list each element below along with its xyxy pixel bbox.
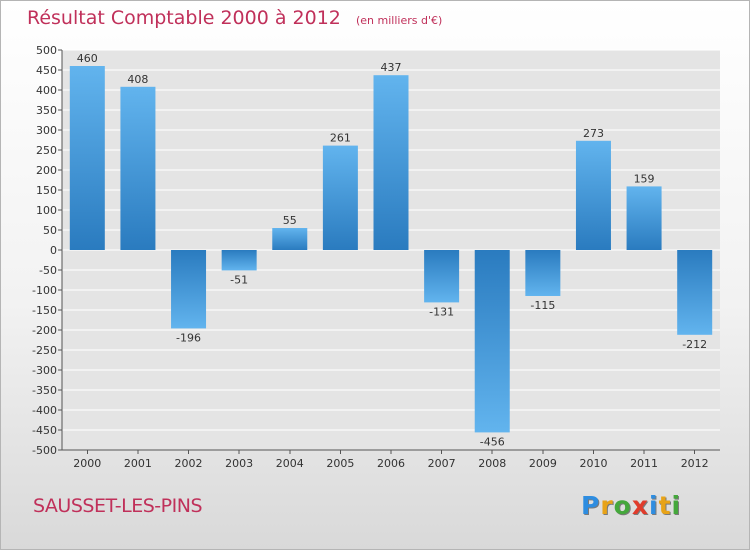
bar-2005 [322,145,358,250]
chart-subtitle: (en milliers d'€) [355,14,443,27]
data-label: 460 [77,52,98,65]
x-tick-label: 2006 [377,457,405,470]
y-tick-label: 450 [36,64,57,77]
x-tick-label: 2002 [175,457,203,470]
y-tick-label: 250 [36,144,57,157]
y-tick-label: -450 [32,424,57,437]
y-tick-label: 0 [50,244,57,257]
y-tick-label: 150 [36,184,57,197]
bar-2011 [626,186,662,250]
bar-2001 [120,86,156,250]
bar-2009 [525,250,561,296]
y-tick-label: 50 [43,224,57,237]
data-label: 408 [127,73,148,86]
x-tick-label: 2012 [681,457,709,470]
data-label: 159 [634,172,655,185]
x-tick-label: 2007 [428,457,456,470]
logo-letter: o [613,491,632,520]
y-tick-label: -350 [32,384,57,397]
data-label: -131 [429,305,454,318]
bar-2003 [221,250,257,271]
y-tick-label: 500 [36,44,57,57]
x-tick-label: 2004 [276,457,304,470]
data-labels: 460 408 -196 -51 55 261 437 -131 -456 -115 273 159 -… [77,52,707,448]
y-tick-label: 300 [36,124,57,137]
data-label: -196 [176,331,201,344]
data-label: 437 [381,61,402,74]
bar-2012 [677,250,713,335]
data-label: 55 [283,214,297,227]
commune-name: SAUSSET-LES-PINS [33,495,203,517]
y-tick-label: 350 [36,104,57,117]
data-label: -456 [480,435,505,448]
data-label: -212 [682,338,707,351]
y-tick-label: -500 [32,444,57,457]
x-tick-label: 2008 [478,457,506,470]
y-tick-label: -100 [32,284,57,297]
bar-2008 [474,250,510,433]
chart-title: Résultat Comptable 2000 à 2012 [27,7,341,29]
data-label: 261 [330,132,351,145]
bar-2002 [171,250,207,329]
bar-2006 [373,75,409,250]
y-axis-ticks: -500-450-400-350-300-250-200-150-100-500… [32,44,63,457]
proxiti-logo: Proxiti [581,491,681,520]
title-row: Résultat Comptable 2000 à 2012 (en milli… [27,7,442,29]
data-label: 273 [583,127,604,140]
logo-letter: P [581,491,601,520]
data-label: -115 [530,299,555,312]
bar-2007 [424,250,460,303]
y-tick-label: 400 [36,84,57,97]
y-tick-label: -50 [39,264,57,277]
x-tick-label: 2003 [225,457,253,470]
y-tick-label: -400 [32,404,57,417]
data-label: -51 [230,273,248,286]
y-tick-label: -300 [32,364,57,377]
y-tick-label: -250 [32,344,57,357]
x-tick-label: 2001 [124,457,152,470]
x-tick-label: 2005 [326,457,354,470]
bar-2000 [69,66,105,250]
x-axis-ticks: 2000 2001 2002 2003 2004 2005 2006 2007 2008 2009… [62,449,720,470]
x-tick-label: 2000 [73,457,101,470]
y-tick-label: 200 [36,164,57,177]
bar-2010 [575,140,611,250]
bars [69,66,713,433]
y-tick-label: -150 [32,304,57,317]
bar-2004 [272,228,308,250]
logo-letter: i [671,491,682,520]
y-tick-label: -200 [32,324,57,337]
logo-letter: r [600,491,614,520]
logo-letter: x [631,491,649,520]
logo-letter: t [658,491,672,520]
y-tick-label: 100 [36,204,57,217]
x-tick-label: 2011 [630,457,658,470]
x-tick-label: 2010 [579,457,607,470]
logo-letter: i [649,491,659,520]
x-tick-label: 2009 [529,457,557,470]
